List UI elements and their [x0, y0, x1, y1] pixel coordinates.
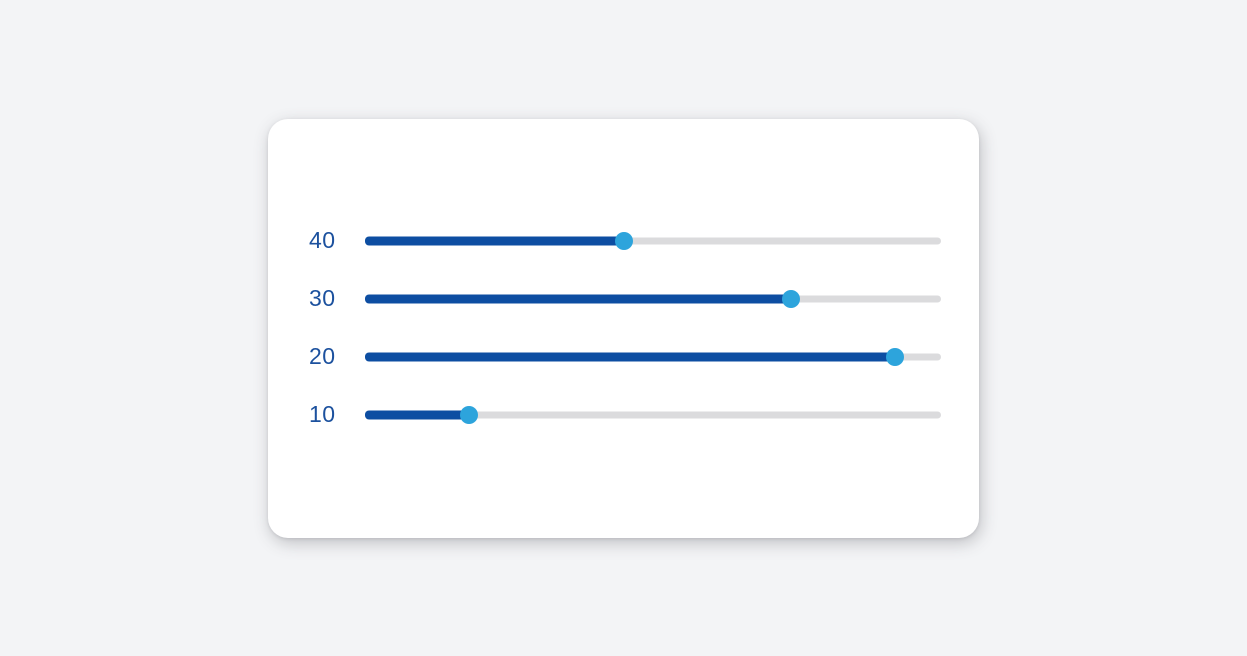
slider-row: 30	[309, 270, 941, 328]
slider-label: 30	[309, 285, 336, 311]
slider-row: 10	[309, 386, 941, 444]
slider-thumb[interactable]	[782, 289, 801, 308]
slider-group: 40 30 20 10	[309, 212, 941, 444]
slider-label: 20	[309, 343, 336, 369]
slider-track-empty	[365, 411, 941, 418]
slider-track[interactable]	[365, 289, 941, 308]
slider-label: 40	[309, 227, 336, 253]
slider-fill	[365, 236, 625, 245]
slider-fill	[365, 294, 792, 303]
slider-track[interactable]	[365, 405, 941, 424]
slider-row: 40	[309, 212, 941, 270]
slider-fill	[365, 352, 895, 361]
slider-thumb[interactable]	[615, 231, 634, 250]
slider-track[interactable]	[365, 231, 941, 250]
slider-track[interactable]	[365, 347, 941, 366]
slider-thumb[interactable]	[459, 405, 478, 424]
slider-thumb[interactable]	[885, 347, 904, 366]
slider-fill	[365, 410, 469, 419]
slider-track-empty	[365, 237, 941, 244]
slider-label: 10	[309, 401, 336, 427]
slider-row: 20	[309, 328, 941, 386]
slider-card: 40 30 20 10	[268, 118, 979, 538]
